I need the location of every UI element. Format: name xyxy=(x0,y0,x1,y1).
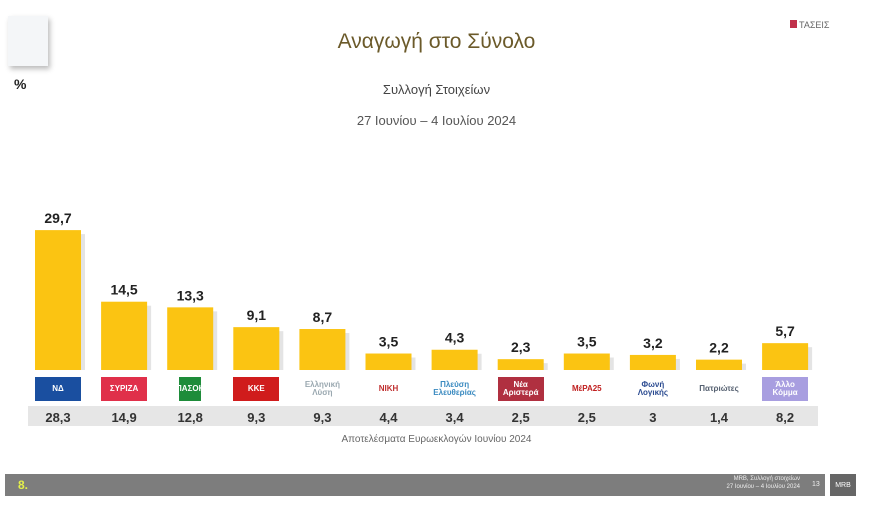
bar-3 xyxy=(233,327,280,370)
brand-logo: ΤΑΣΕΙΣ xyxy=(790,20,829,30)
bar-value-label: 29,7 xyxy=(44,210,71,226)
party-logo: ΝΔ xyxy=(35,377,81,401)
bar-value-label: 8,7 xyxy=(313,309,333,325)
previous-value: 2,5 xyxy=(578,410,596,425)
party-logo: ΣΥΡΙΖΑ xyxy=(101,377,148,401)
bar-value-label: 13,3 xyxy=(177,287,204,303)
bar-4 xyxy=(299,329,346,370)
bar-6 xyxy=(431,349,478,370)
slide-number: 13 xyxy=(812,481,820,488)
party-logo: Άλλο Κόμμα xyxy=(762,377,809,401)
bar-7 xyxy=(497,359,544,370)
unit-label: % xyxy=(14,76,27,92)
previous-value: 2,5 xyxy=(512,410,530,425)
party-logo: Νέα Αριστερά xyxy=(497,377,544,401)
source-text: MRB, Συλλογή στοιχείων xyxy=(733,476,800,482)
previous-value: 28,3 xyxy=(45,410,70,425)
bar-value-label: 3,2 xyxy=(643,335,663,351)
mrb-logo: MRB xyxy=(830,474,856,496)
chart-title: Αναγωγή στο Σύνολο xyxy=(337,30,536,53)
previous-results-row xyxy=(28,406,818,426)
previous-value: 12,8 xyxy=(178,410,203,425)
party-logo: ΜέΡΑ25 xyxy=(571,384,602,393)
source-dates: 27 Ιουνίου – 4 Ιουλίου 2024 xyxy=(726,484,800,490)
party-logo: Πλεύση Ελευθερίας xyxy=(433,380,476,397)
chart-subtitle: Συλλογή Στοιχείων xyxy=(382,82,491,97)
bar-10 xyxy=(696,359,742,370)
previous-value: 9,3 xyxy=(247,410,265,425)
bar-value-label: 4,3 xyxy=(445,330,465,346)
bar-value-label: 3,5 xyxy=(577,334,597,350)
bar-1 xyxy=(101,301,148,370)
party-logo: Πατριώτες xyxy=(699,384,739,393)
page-number: 8. xyxy=(18,478,29,492)
previous-value: 8,2 xyxy=(776,410,794,425)
bar-9 xyxy=(629,354,676,370)
bar-2 xyxy=(167,307,214,370)
party-logo: Ελληνική Λύση xyxy=(304,380,340,397)
bar-value-label: 2,2 xyxy=(709,340,729,356)
party-logo: Φωνή Λογικής xyxy=(637,380,669,397)
bar-value-label: 9,1 xyxy=(247,307,267,323)
previous-value: 9,3 xyxy=(313,410,331,425)
previous-value: 4,4 xyxy=(379,410,398,425)
bar-value-label: 2,3 xyxy=(511,339,531,355)
footer-source: MRB, Συλλογή στοιχείων 27 Ιουνίου – 4 Ιου… xyxy=(690,475,800,491)
party-logo: ΚΚΕ xyxy=(233,377,280,401)
party-logo: ΠΑΣΟΚ xyxy=(176,377,204,401)
greece-map-icon xyxy=(8,16,48,66)
previous-value: 1,4 xyxy=(710,410,729,425)
previous-value: 14,9 xyxy=(111,410,136,425)
bar-8 xyxy=(563,353,610,370)
chart-dates: 27 Ιουνίου – 4 Ιουλίου 2024 xyxy=(356,113,517,128)
bar-value-label: 3,5 xyxy=(379,334,399,350)
bar-0 xyxy=(35,230,81,370)
bar-value-label: 14,5 xyxy=(110,282,137,298)
bar-11 xyxy=(762,343,809,370)
previous-results-label: Αποτελέσματα Ευρωεκλογών Ιουνίου 2024 xyxy=(341,434,532,445)
bar-value-label: 5,7 xyxy=(775,323,795,339)
previous-value: 3,4 xyxy=(446,410,465,425)
bar-5 xyxy=(365,353,412,370)
party-logo: ΝΙΚΗ xyxy=(378,384,399,393)
previous-value: 3 xyxy=(649,410,656,425)
brand-text: ΤΑΣΕΙΣ xyxy=(799,20,830,30)
footer-bar xyxy=(5,474,825,496)
